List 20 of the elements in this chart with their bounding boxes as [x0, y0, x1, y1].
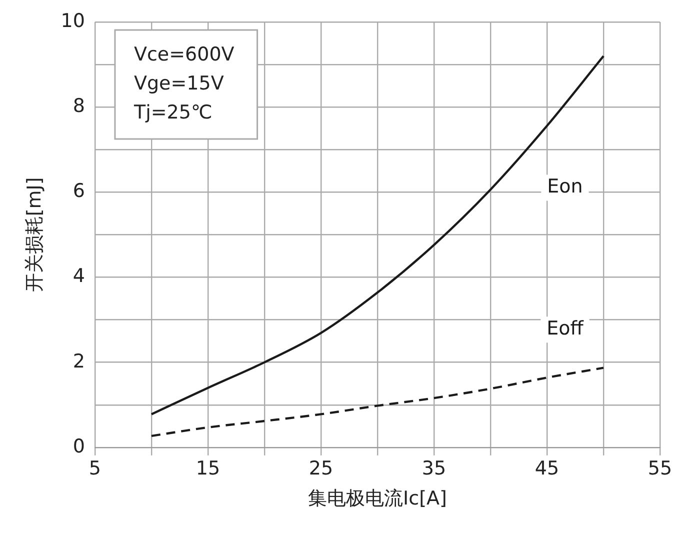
x-tick-label: 5 [88, 458, 102, 480]
line-series [150, 366, 605, 438]
x-tick-label: 35 [422, 458, 446, 480]
y-tick-label: 8 [72, 95, 85, 118]
x-tick-label: 25 [308, 458, 334, 480]
y-tick-label: 0 [72, 435, 85, 458]
series-label: Eoff [546, 318, 584, 340]
annotation: Vge=15V [134, 72, 224, 94]
y-axis-title: 开关损耗[mJ] [23, 177, 46, 292]
x-axis-title: 集电极电流Ic[A] [308, 488, 447, 510]
y-tick-label: 4 [72, 265, 85, 288]
x-tick-label: 45 [534, 458, 560, 480]
x-tick-label: 55 [648, 458, 672, 480]
y-tick-label: 10 [60, 10, 85, 32]
annotation: Tj=25℃ [132, 101, 212, 124]
y-tick-label: 6 [72, 180, 85, 202]
series-label: Eon [547, 176, 583, 198]
y-tick-label: 2 [72, 350, 85, 372]
annotation: Vce=600V [134, 43, 234, 66]
x-tick-label: 15 [196, 458, 220, 480]
